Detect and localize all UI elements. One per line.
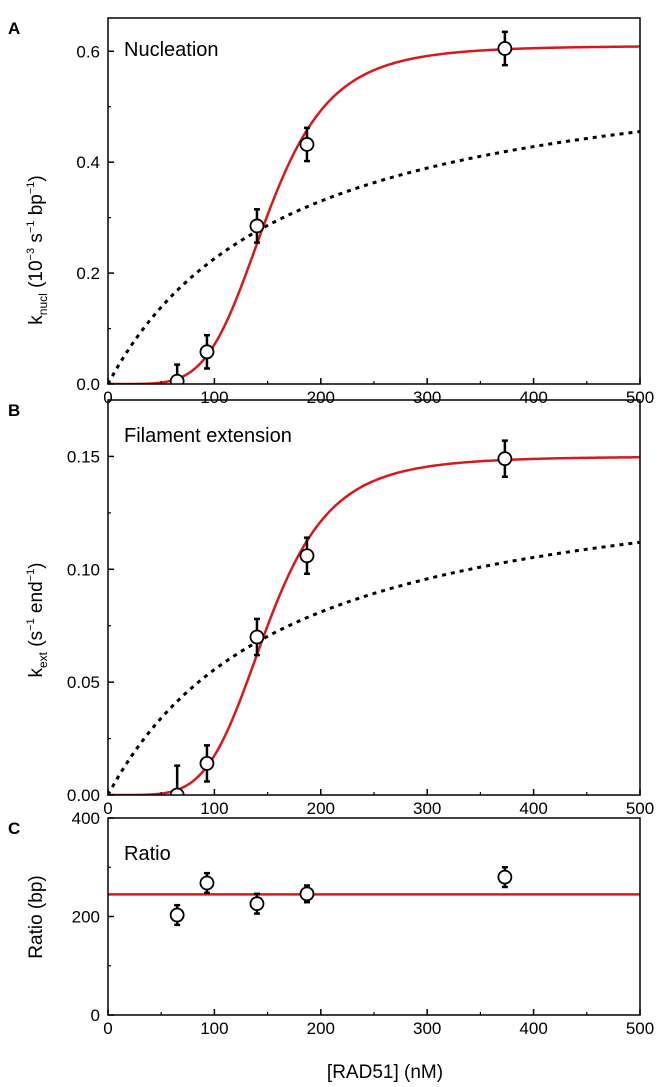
dashed-fit-curve: [108, 540, 640, 795]
x-tick-label: 300: [413, 388, 441, 407]
x-tick-label: 200: [307, 1019, 335, 1038]
y-axis-label-unit-open: (s: [26, 631, 47, 652]
y-tick-label: 0.00: [67, 786, 100, 805]
x-tick-label: 100: [200, 1019, 228, 1038]
data-point: [497, 41, 513, 56]
panel-c: C Ratio 0 100 200 300 400 500 0 200 400 Ratio (bp): [8, 809, 654, 1038]
y-tick-label: 0.6: [76, 42, 100, 61]
y-axis-label-exp3: −1: [25, 182, 37, 195]
x-tick-label: 0: [103, 1019, 112, 1038]
x-tick-label: 100: [200, 799, 228, 818]
hill-fit-curve: [108, 456, 640, 795]
x-tick-label: 500: [626, 799, 654, 818]
x-tick-label: 200: [307, 799, 335, 818]
y-axis-label-exp2: −1: [25, 569, 37, 582]
y-tick-label: 0.0: [76, 375, 100, 394]
y-axis-label-unit-open: (10: [26, 260, 47, 293]
panel-title: Ratio: [124, 843, 171, 865]
plot-frame: [107, 17, 641, 385]
data-point: [249, 629, 265, 645]
panel-a: A Nucleation 0 100 200 300 400 500 0.0 0.2 0.4 0.6 k…: [8, 17, 654, 407]
y-tick-label: 0.4: [76, 153, 100, 172]
data-point: [299, 548, 315, 564]
y-tick-label: 0.05: [67, 673, 100, 692]
y-tick-label: 200: [72, 908, 100, 927]
data-point: [199, 756, 215, 771]
panel-letter: A: [8, 19, 20, 38]
x-tick-label: 0: [103, 799, 112, 818]
y-axis-label: knucl (10−3 s−1 bp−1): [25, 175, 50, 324]
panel-title: Filament extension: [124, 425, 292, 447]
data-point: [497, 869, 513, 885]
x-tick-label: 300: [413, 799, 441, 818]
x-tick-label: 400: [519, 1019, 547, 1038]
x-tick-label: 0: [103, 388, 112, 407]
y-axis-label-unit-mid1: end: [26, 581, 47, 618]
data-point: [169, 373, 185, 384]
y-tick-label: 0: [91, 1006, 100, 1025]
y-axis-label: kext (s−1 end−1): [25, 562, 50, 677]
x-tick-label: 400: [519, 799, 547, 818]
y-axis-label-unit-mid1: s: [26, 233, 47, 248]
hill-fit-curve: [108, 45, 640, 384]
panel-letter: B: [8, 401, 20, 420]
x-axis-label: [RAD51] (nM): [327, 1062, 443, 1083]
y-axis-label-unit-close: ): [26, 562, 47, 568]
data-point: [169, 787, 185, 795]
y-axis-label-exp2: −1: [25, 221, 37, 234]
y-axis-label-main: Ratio (bp): [26, 875, 47, 958]
x-tick-label: 100: [200, 388, 228, 407]
x-tick-label: 400: [519, 388, 547, 407]
data-point: [249, 218, 265, 234]
data-point: [199, 344, 215, 360]
x-tick-label: 500: [626, 1019, 654, 1038]
y-axis-label-main: k: [26, 668, 47, 678]
y-tick-label: 0.10: [67, 560, 100, 579]
plot-frame: [107, 817, 641, 1016]
y-tick-label: 400: [72, 809, 100, 828]
x-tick-label: 200: [307, 388, 335, 407]
dashed-fit-curve: [108, 130, 640, 384]
panel-letter: C: [8, 819, 20, 838]
y-axis-label-unit-close: ): [26, 175, 47, 181]
y-axis-label-sub: ext: [36, 651, 50, 668]
y-axis-label-sub: nucl: [36, 293, 50, 315]
y-axis-label-main: k: [26, 315, 47, 325]
data-point: [497, 451, 513, 467]
data-point: [169, 907, 185, 923]
panel-b: B Filament extension 0 100 200 300 400 500 0.00 0…: [8, 399, 654, 818]
data-point: [299, 886, 315, 902]
data-point: [199, 875, 215, 891]
y-tick-label: 0.15: [67, 447, 100, 466]
y-axis-label-exp1: −3: [25, 248, 37, 261]
x-tick-label: 500: [626, 388, 654, 407]
y-tick-label: 0.2: [76, 264, 100, 283]
y-axis-label-unit-mid2: bp: [26, 194, 47, 220]
data-point: [249, 896, 265, 912]
y-axis-label: Ratio (bp): [26, 875, 47, 958]
y-axis-label-exp1: −1: [25, 618, 37, 631]
x-tick-label: 300: [413, 1019, 441, 1038]
data-point: [299, 137, 315, 152]
panel-title: Nucleation: [124, 39, 219, 61]
